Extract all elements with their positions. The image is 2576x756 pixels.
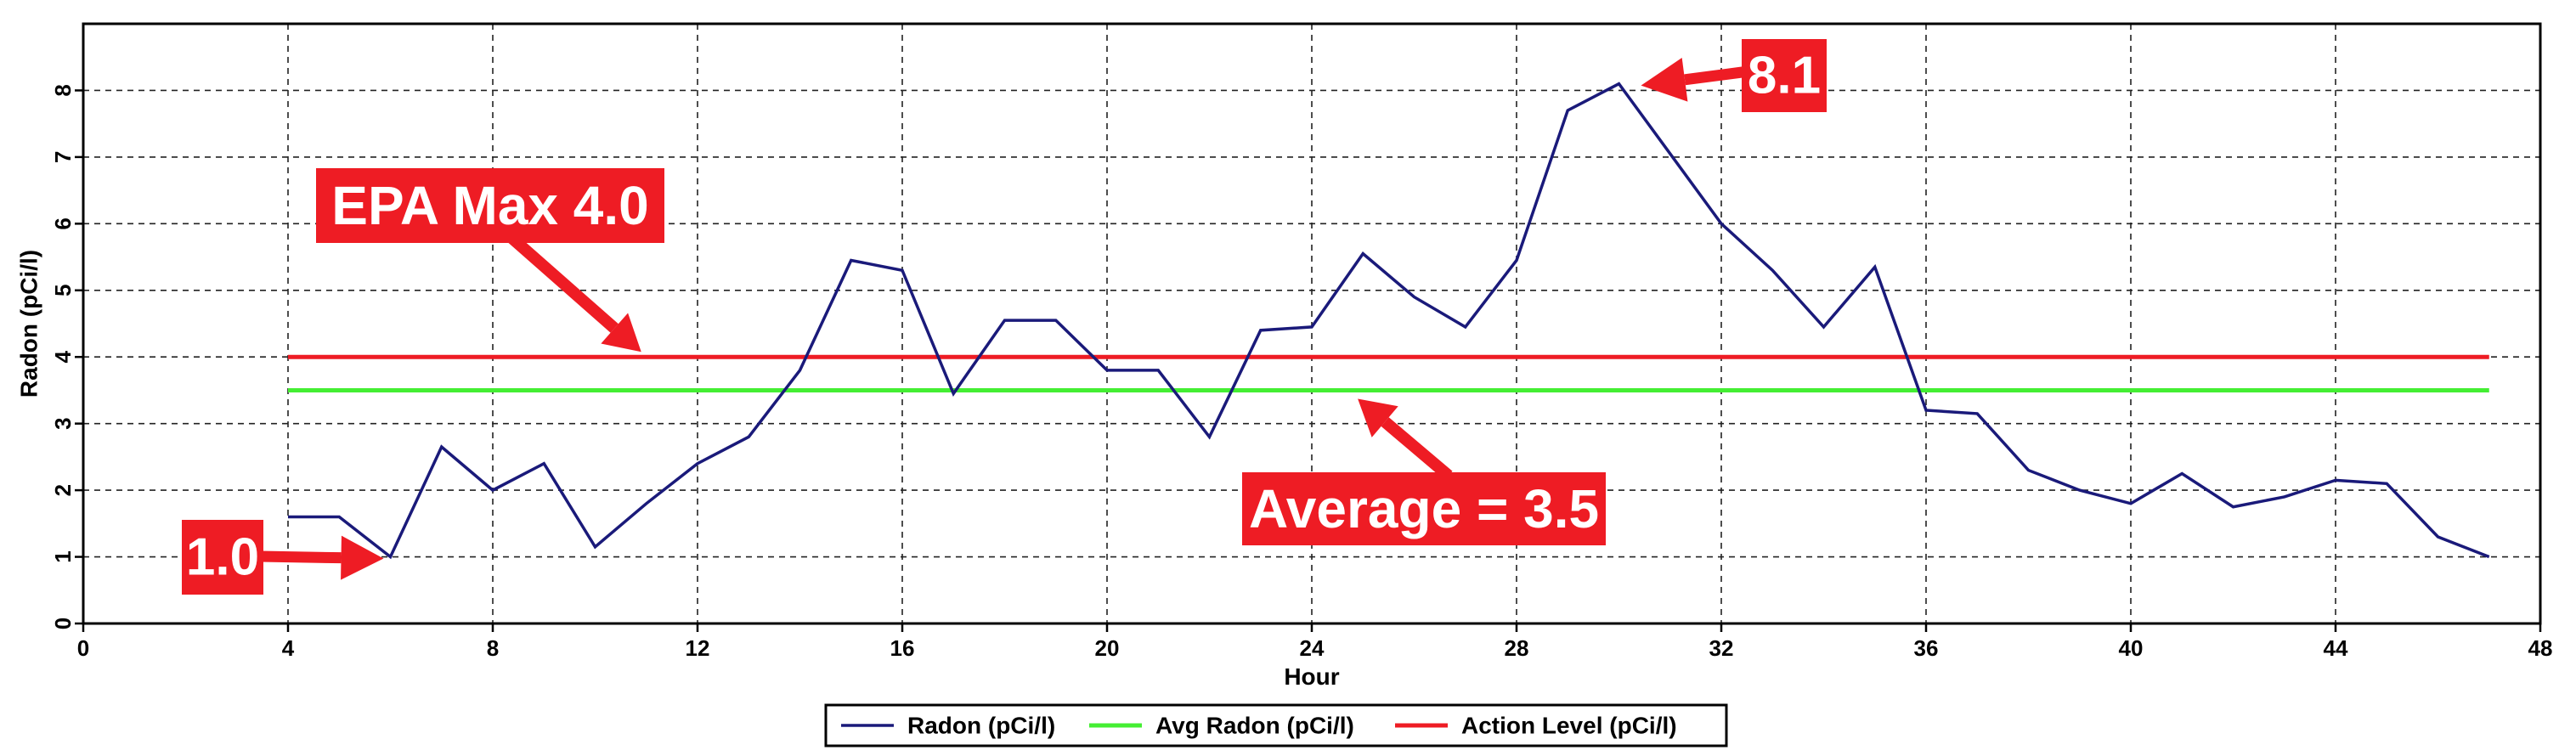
x-tick-label: 8 [487,635,499,661]
epa-max-arrow-shaft [506,231,619,333]
min-arrow-shaft [259,550,342,564]
x-tick-label: 36 [1914,635,1939,661]
x-tick-label: 44 [2324,635,2348,661]
y-tick-label: 0 [50,618,76,629]
x-tick-label: 20 [1095,635,1120,661]
x-tick-label: 24 [1300,635,1325,661]
x-tick-label: 0 [77,635,89,661]
peak-callout-label: 8.1 [1748,47,1821,105]
x-tick-label: 32 [1709,635,1734,661]
x-tick-label: 28 [1505,635,1529,661]
x-tick-label: 40 [2119,635,2144,661]
x-axis-title: Hour [1284,663,1339,690]
average-arrow-head [1358,398,1398,437]
epa-max-callout-label: EPA Max 4.0 [331,175,649,236]
legend-items: Radon (pCi/l) Avg Radon (pCi/l) Action Lev… [841,713,1677,739]
epa-max-arrow-head [601,313,641,353]
x-tick-label: 16 [890,635,915,661]
peak-callout-box [1742,39,1827,112]
series-lines [288,82,2490,560]
y-tick-label: 3 [50,417,76,429]
y-tick-label: 7 [50,151,76,163]
legend-label-2: Action Level (pCi/l) [1461,713,1677,739]
peak-arrow-head [1641,58,1688,102]
y-tick-label: 1 [50,550,76,562]
y-axis-title: Radon (pCi/l) [16,250,42,398]
average-callout-label: Average = 3.5 [1249,478,1599,539]
x-tick-label: 48 [2528,635,2553,661]
x-tick-label: 12 [686,635,710,661]
peak-arrow-shaft [1684,65,1749,86]
y-tick-label: 6 [50,217,76,229]
min-arrow-head [341,535,384,580]
min-callout-label: 1.0 [186,528,259,587]
y-tick-label: 8 [50,84,76,96]
legend-label-0: Radon (pCi/l) [907,713,1055,739]
average-callout-box [1242,472,1606,545]
min-callout-box [182,520,263,595]
series-line-0 [288,82,2490,560]
callouts: EPA Max 4.0 Average = 3.5 8.1 1.0 [182,39,1827,595]
plot-frame [82,22,2542,625]
average-arrow-shaft [1381,417,1453,481]
y-tick-label: 4 [50,350,76,363]
legend-box [824,703,1728,748]
x-tick-label: 4 [282,635,295,661]
legend-label-1: Avg Radon (pCi/l) [1155,713,1354,739]
y-tick-label: 5 [50,285,76,296]
legend: Radon (pCi/l) Avg Radon (pCi/l) Action Lev… [824,703,1728,748]
epa-max-callout-box [316,168,664,243]
y-tick-label: 2 [50,484,76,496]
